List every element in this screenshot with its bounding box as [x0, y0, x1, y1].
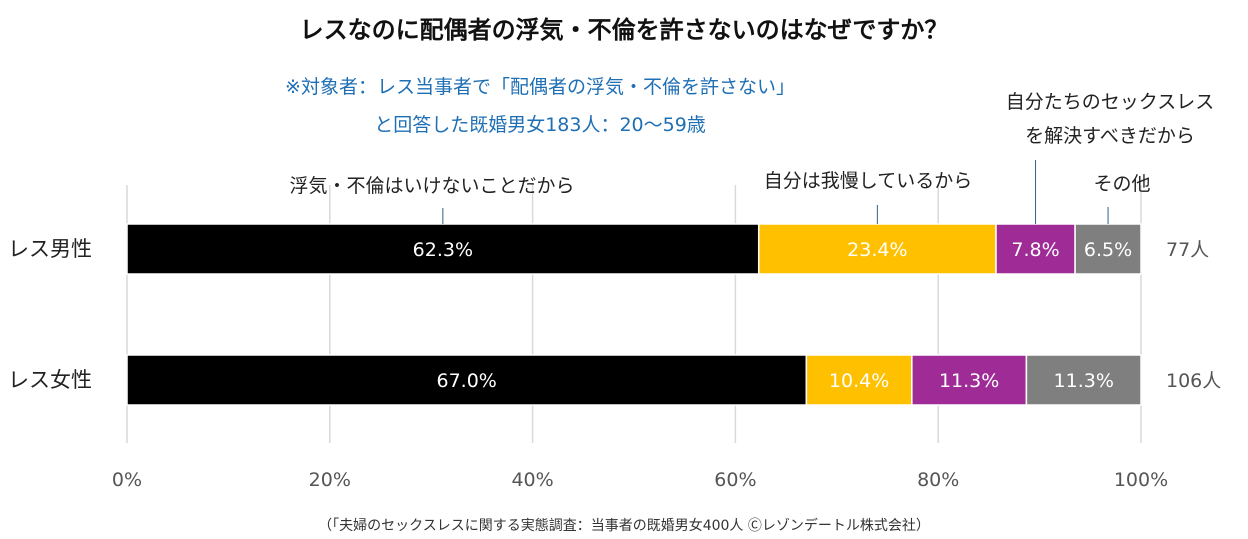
- segment-value-label: 11.3%: [939, 370, 999, 392]
- row-count-label: 106人: [1166, 370, 1221, 392]
- series-callout-label: を解決すべきだから: [1025, 125, 1195, 147]
- source-note: （「夫婦のセックスレスに関する実態調査：当事者の既婚男女400人 Ⓒレゾンデート…: [318, 518, 930, 534]
- bar-segment: [1074, 223, 1142, 275]
- category-label: レス男性: [8, 237, 92, 261]
- segment-value-label: 67.0%: [437, 370, 497, 392]
- segment-value-label: 11.3%: [1054, 370, 1114, 392]
- x-tick-label: 40%: [511, 469, 553, 491]
- bar-segment: [126, 223, 760, 275]
- row-count-label: 77人: [1166, 239, 1209, 261]
- series-callout-label: 浮気・不倫はいけないことだから: [289, 175, 574, 197]
- subtitle-line-2: と回答した既婚男女183人：20～59歳: [374, 114, 706, 136]
- x-tick-label: 60%: [714, 469, 756, 491]
- series-callout-label: その他: [1093, 173, 1150, 195]
- segment-value-label: 10.4%: [829, 370, 889, 392]
- chart-title: レスなのに配偶者の浮気・不倫を許さないのはなぜですか？: [299, 16, 949, 44]
- x-tick-label: 20%: [309, 469, 351, 491]
- segment-value-label: 7.8%: [1011, 239, 1059, 261]
- category-label: レス女性: [8, 368, 92, 392]
- subtitle-line-1: ※対象者：レス当事者で「配偶者の浮気・不倫を許さない」: [285, 76, 795, 98]
- x-tick-label: 100%: [1114, 469, 1168, 491]
- bar-segment: [126, 354, 808, 406]
- x-tick-label: 0%: [112, 469, 142, 491]
- series-callout-label: 自分は我慢しているから: [764, 170, 972, 192]
- bar-segment: [805, 354, 913, 406]
- bar-segment: [911, 354, 1028, 406]
- segment-value-label: 6.5%: [1084, 239, 1132, 261]
- segment-value-label: 62.3%: [413, 239, 473, 261]
- bar-segment: [1025, 354, 1142, 406]
- x-tick-label: 80%: [917, 469, 959, 491]
- series-callout-label: 自分たちのセックスレス: [1006, 91, 1214, 113]
- segment-value-label: 23.4%: [847, 239, 907, 261]
